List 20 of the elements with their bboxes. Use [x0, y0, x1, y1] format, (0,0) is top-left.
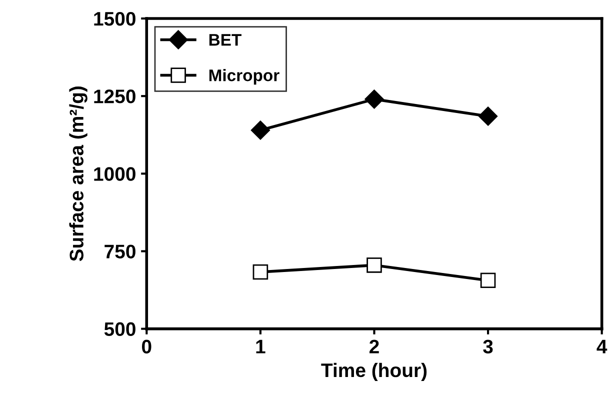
x-tick-label: 3 — [483, 340, 493, 354]
y-axis-title: Surface area (m²/g) — [69, 86, 88, 262]
point — [366, 258, 382, 273]
legend-label: BET — [209, 34, 242, 46]
x-tick-label: 1 — [256, 340, 266, 354]
y-tick-label: 1250 — [94, 90, 136, 104]
point — [364, 90, 384, 109]
x-tick-label: 2 — [370, 340, 379, 354]
y-tick-label: 750 — [104, 244, 136, 258]
y-tick-label: 1500 — [94, 12, 136, 26]
point — [478, 106, 498, 126]
x-tick-label: 0 — [142, 340, 152, 354]
x-axis-title: Time (hour) — [321, 362, 427, 382]
legend-label: Micropor — [209, 69, 280, 85]
y-tick-label: 500 — [104, 322, 136, 336]
x-tick-label: 4 — [596, 340, 608, 354]
point — [250, 120, 270, 140]
point — [252, 264, 268, 280]
point — [480, 272, 496, 288]
y-tick-label: 1000 — [94, 167, 136, 181]
